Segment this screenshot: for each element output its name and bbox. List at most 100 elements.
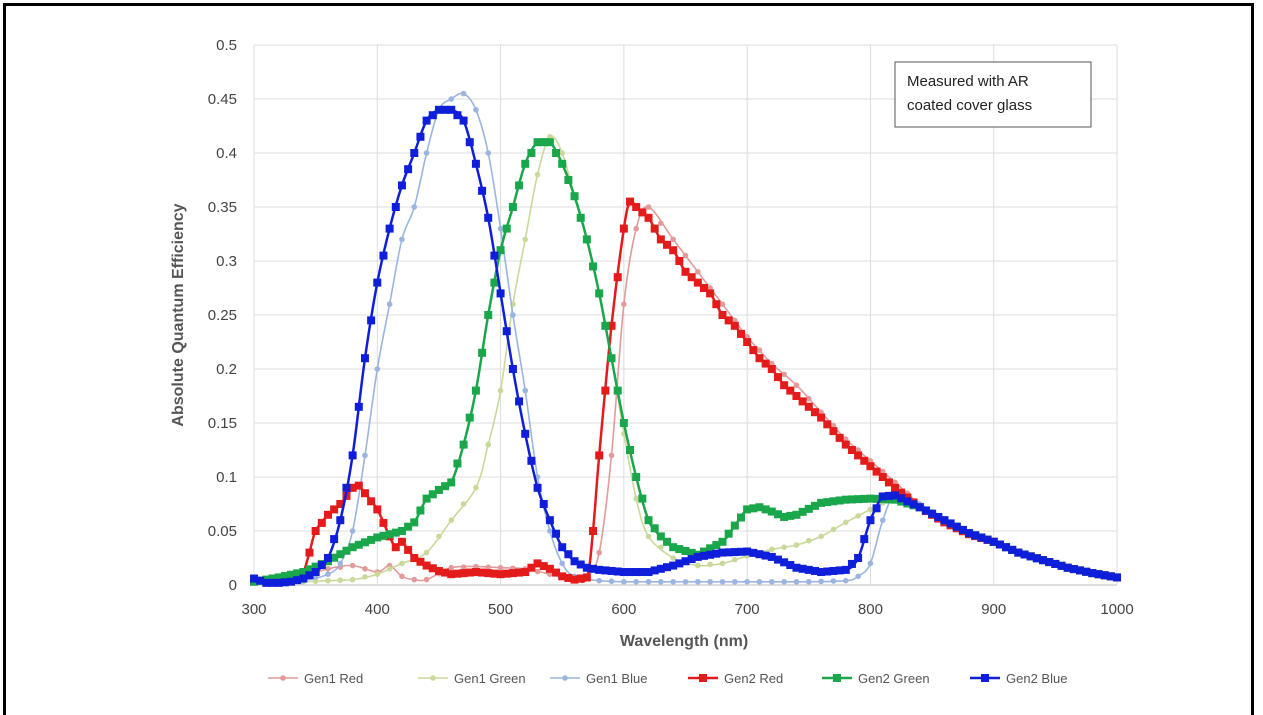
- data-point: [793, 542, 800, 548]
- data-point: [632, 568, 641, 577]
- data-point: [325, 577, 331, 584]
- data-point: [582, 235, 591, 244]
- data-point: [670, 555, 676, 561]
- series-line-gen2-blue: [253, 107, 1118, 585]
- data-point: [1100, 571, 1109, 580]
- data-point: [447, 570, 456, 579]
- data-point: [855, 513, 861, 519]
- data-point: [576, 574, 585, 583]
- data-point: [596, 577, 602, 584]
- data-point: [699, 551, 708, 560]
- legend-item-gen1-green: Gen1 Green: [418, 671, 526, 686]
- data-point: [632, 473, 641, 481]
- legend-swatch-marker: [833, 674, 841, 682]
- data-point: [835, 496, 844, 505]
- data-point: [386, 566, 393, 572]
- data-point: [1094, 570, 1103, 579]
- data-point: [675, 257, 684, 265]
- data-point: [293, 569, 302, 578]
- data-point: [1045, 558, 1054, 567]
- data-point: [1069, 565, 1078, 574]
- data-point: [995, 540, 1004, 549]
- data-point: [626, 446, 635, 454]
- data-point: [342, 483, 351, 492]
- data-point: [724, 548, 733, 557]
- data-point: [508, 203, 517, 211]
- data-point: [367, 535, 376, 544]
- data-point: [441, 482, 450, 491]
- data-point: [841, 440, 850, 449]
- data-point: [422, 561, 431, 570]
- data-point: [1032, 554, 1041, 563]
- data-point: [669, 561, 678, 570]
- data-point: [373, 533, 382, 542]
- y-tick-label: 0.4: [216, 145, 237, 162]
- data-point: [582, 573, 591, 582]
- data-point: [459, 569, 468, 578]
- data-point: [521, 429, 530, 438]
- data-point: [490, 251, 499, 260]
- data-point: [607, 354, 616, 363]
- data-point: [613, 386, 622, 395]
- data-point: [362, 566, 368, 572]
- y-axis-label: Absolute Quantum Efficiency: [170, 203, 187, 426]
- data-point: [638, 208, 647, 217]
- data-point: [348, 483, 357, 492]
- data-point: [311, 568, 320, 577]
- data-point: [428, 490, 437, 499]
- data-point: [712, 549, 721, 558]
- data-point: [755, 550, 764, 559]
- data-point: [349, 576, 356, 583]
- data-point: [428, 564, 437, 573]
- data-point: [872, 504, 881, 513]
- data-point: [669, 246, 678, 255]
- data-point: [878, 492, 887, 501]
- data-point: [719, 578, 726, 585]
- data-point: [336, 550, 345, 559]
- data-point: [360, 538, 369, 547]
- legend-swatch-marker: [699, 674, 707, 682]
- data-point: [453, 459, 462, 468]
- data-point: [527, 563, 536, 572]
- data-point: [805, 578, 812, 585]
- data-point: [478, 348, 487, 357]
- annotation-line-2: coated cover glass: [907, 97, 1032, 114]
- data-point: [718, 548, 727, 557]
- series-line-gen1-blue: [253, 92, 1118, 583]
- data-point: [576, 560, 585, 569]
- series-gen2-red: [299, 197, 1121, 584]
- data-point: [712, 300, 721, 309]
- data-point: [872, 494, 881, 503]
- data-point: [632, 203, 641, 211]
- data-point: [658, 220, 664, 226]
- series-gen2-blue: [250, 105, 1121, 587]
- data-point: [416, 132, 425, 141]
- data-point: [781, 578, 787, 585]
- data-point: [621, 301, 627, 308]
- data-point: [732, 578, 738, 585]
- data-point: [818, 578, 824, 585]
- data-point: [769, 578, 775, 585]
- data-point: [448, 517, 455, 523]
- data-point: [793, 382, 800, 389]
- data-point: [552, 149, 561, 157]
- data-point: [644, 516, 653, 525]
- data-point: [829, 497, 838, 506]
- data-point: [780, 381, 789, 390]
- data-point: [337, 577, 344, 583]
- data-point: [490, 278, 499, 287]
- series-line-gen2-red: [302, 199, 1118, 583]
- data-point: [829, 566, 838, 575]
- data-point: [362, 452, 368, 459]
- data-point: [385, 530, 394, 539]
- data-point: [755, 503, 764, 512]
- legend-item-gen2-red: Gen2 Red: [688, 671, 783, 686]
- data-point: [558, 159, 567, 168]
- data-point: [619, 224, 628, 233]
- data-point: [650, 566, 659, 575]
- y-tick-label: 0.2: [216, 361, 237, 378]
- data-point: [607, 321, 616, 330]
- data-point: [508, 569, 517, 578]
- data-point: [521, 568, 530, 577]
- data-point: [582, 563, 591, 572]
